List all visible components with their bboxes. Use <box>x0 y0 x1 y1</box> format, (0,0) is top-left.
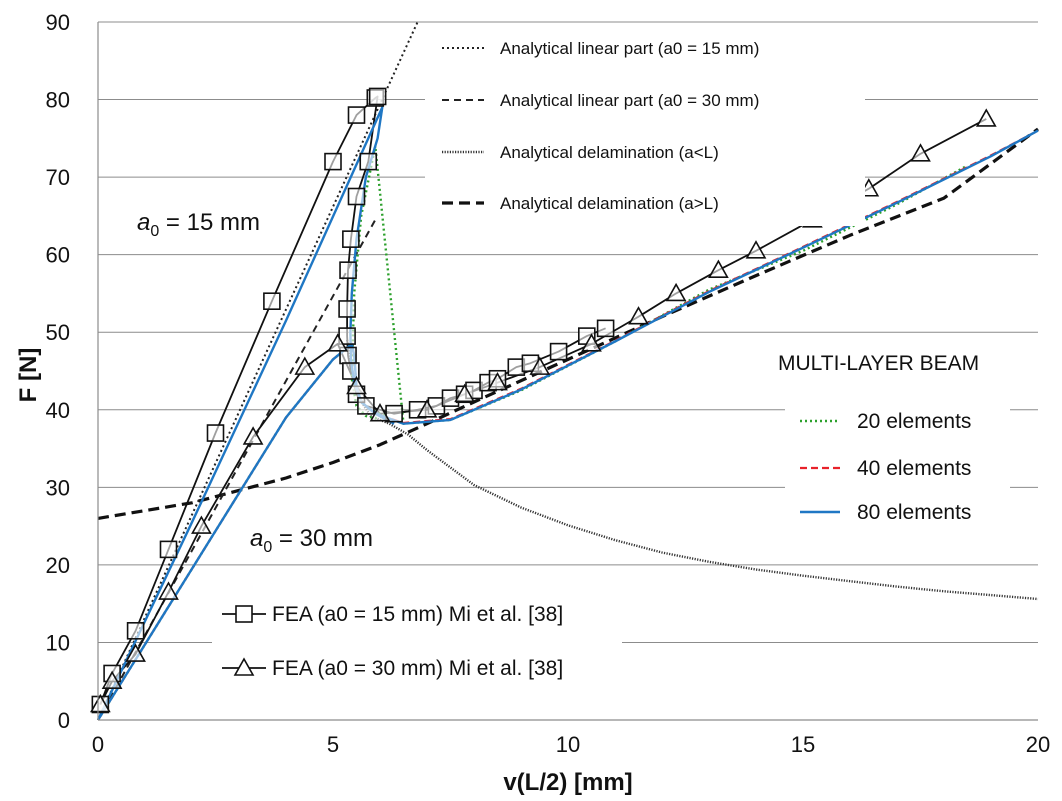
legend-bottom-label: FEA (a0 = 15 mm) Mi et al. [38] <box>272 603 563 626</box>
y-axis-title: F [N] <box>15 348 42 403</box>
legend-top: Analytical linear part (a0 = 15 mm) Analy… <box>425 28 865 226</box>
x-tick-label: 5 <box>327 732 339 757</box>
square-marker <box>339 261 357 279</box>
y-tick-label: 90 <box>46 10 70 35</box>
square-marker <box>359 152 378 171</box>
y-tick-label: 40 <box>46 398 70 423</box>
annotation-a0-15: a0 = 15 mm <box>137 209 260 240</box>
square-marker <box>126 622 145 640</box>
triangle-marker <box>529 356 551 375</box>
triangle-marker <box>708 259 729 278</box>
square-marker <box>596 319 615 338</box>
triangle-marker <box>975 108 997 127</box>
x-axis-title: v(L/2) [mm] <box>503 769 632 796</box>
y-tick-label: 0 <box>58 708 70 733</box>
triangle-marker <box>327 333 349 352</box>
triangle-marker <box>242 426 264 445</box>
triangle-marker <box>158 581 179 600</box>
triangle-marker <box>910 143 931 162</box>
triangle-marker <box>416 399 438 418</box>
square-marker <box>357 397 375 415</box>
triangle-marker <box>369 403 391 422</box>
legend-bottom: FEA (a0 = 15 mm) Mi et al. [38] FEA (a0 =… <box>212 590 622 680</box>
x-tick-label: 20 <box>1026 732 1050 757</box>
square-marker <box>338 300 356 318</box>
annotation-a0-30: a0 = 30 mm <box>250 525 373 556</box>
legend-right-label: 40 elements <box>857 457 971 480</box>
triangle-marker <box>665 282 687 302</box>
axes <box>97 22 1038 721</box>
legend-top-label: Analytical linear part (a0 = 15 mm) <box>500 39 759 58</box>
square-marker <box>342 362 360 380</box>
y-tick-label: 60 <box>46 243 70 268</box>
x-tick-label: 0 <box>92 732 104 757</box>
markers-layer <box>89 87 997 714</box>
triangle-marker <box>745 240 767 259</box>
y-tick-label: 30 <box>46 475 70 500</box>
square-marker <box>206 424 225 442</box>
y-tick-label: 20 <box>46 553 70 578</box>
legend-square-marker <box>235 605 253 623</box>
legend-bottom-background <box>212 590 622 680</box>
y-tick-label: 50 <box>46 320 70 345</box>
legend-right-label: 20 elements <box>857 410 971 433</box>
square-marker <box>385 404 403 423</box>
tick-labels: 0 10 20 30 40 50 60 70 80 90 0 5 10 15 20 <box>46 10 1051 757</box>
square-marker <box>342 230 360 248</box>
triangle-marker <box>294 356 316 375</box>
legend-top-label: Analytical delamination (a<L) <box>500 143 719 162</box>
triangle-marker <box>89 693 111 713</box>
legend-right: 20 elements 40 elements 80 elements <box>785 400 1010 540</box>
legend-triangle-marker <box>233 657 255 676</box>
legend-bottom-label: FEA (a0 = 30 mm) Mi et al. [38] <box>272 657 563 680</box>
y-tick-label: 80 <box>46 88 70 113</box>
legend-right-label: 80 elements <box>857 501 971 524</box>
square-marker <box>263 292 281 311</box>
legend-top-background <box>425 28 865 226</box>
triangle-marker <box>346 375 367 395</box>
multi-layer-beam-label: MULTI-LAYER BEAM <box>778 352 979 375</box>
legend-right-background <box>785 400 1010 540</box>
square-marker <box>347 106 366 124</box>
x-tick-label: 10 <box>556 732 580 757</box>
y-tick-label: 70 <box>46 165 70 190</box>
square-marker <box>324 152 342 171</box>
triangle-marker <box>101 670 123 690</box>
square-marker <box>549 342 568 361</box>
y-tick-label: 10 <box>46 630 70 655</box>
square-marker <box>368 87 387 106</box>
square-marker <box>159 540 178 559</box>
triangle-marker <box>581 333 602 352</box>
x-tick-label: 15 <box>791 732 815 757</box>
triangle-marker <box>125 643 146 662</box>
triangle-marker <box>454 383 475 403</box>
legend-top-label: Analytical delamination (a>L) <box>500 194 719 213</box>
legend-top-label: Analytical linear part (a0 = 30 mm) <box>500 91 759 110</box>
triangle-marker <box>487 372 508 391</box>
triangle-marker <box>191 515 212 534</box>
square-marker <box>347 187 366 206</box>
triangle-marker <box>628 306 649 325</box>
